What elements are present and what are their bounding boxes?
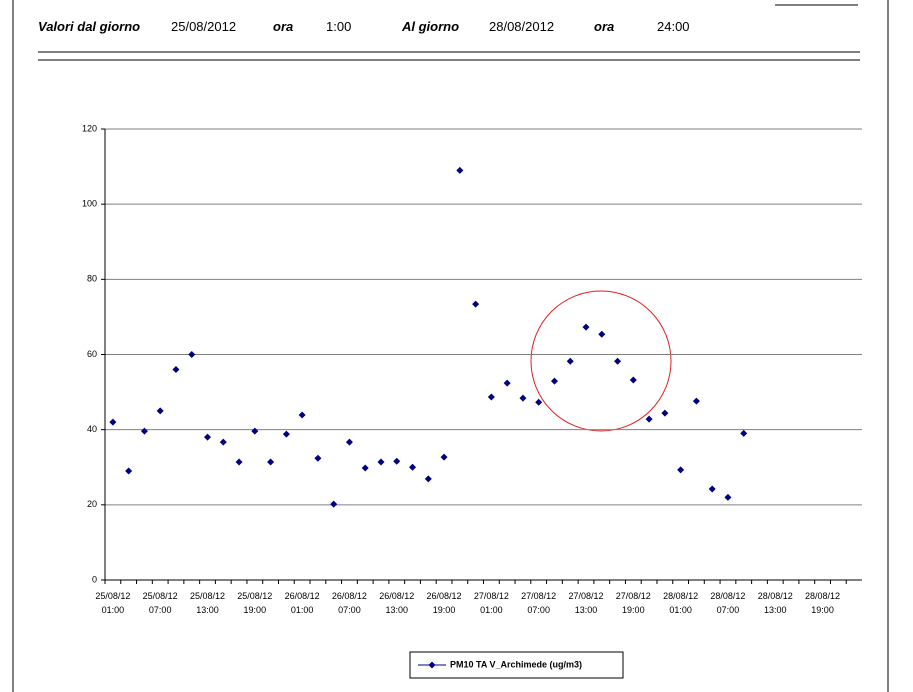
data-point (677, 466, 685, 474)
x-tick-label: 27/08/12 01:00 (473, 591, 509, 615)
data-point (566, 357, 574, 365)
x-tick-label: 25/08/12 19:00 (237, 591, 273, 615)
header-value: 24:00 (657, 19, 690, 34)
data-point (393, 457, 401, 465)
data-point (235, 458, 243, 466)
data-point (267, 458, 275, 466)
header-label: ora (273, 19, 294, 34)
data-point (314, 454, 322, 462)
data-point (440, 453, 448, 461)
data-point (156, 407, 164, 415)
data-point (219, 438, 227, 446)
data-point (424, 475, 432, 483)
y-tick-label: 60 (87, 349, 97, 359)
highlight-circle (530, 290, 672, 432)
legend-label: PM10 TA V_Archimede (ug/m3) (450, 659, 582, 669)
data-point (708, 485, 716, 493)
x-tick-label: 26/08/12 13:00 (379, 591, 415, 615)
data-point (550, 377, 558, 385)
data-point (298, 411, 306, 419)
data-point (692, 397, 700, 405)
legend-marker (428, 661, 436, 669)
x-tick-label: 26/08/12 01:00 (284, 591, 320, 615)
header-label: Valori dal giorno (38, 19, 141, 34)
data-point (645, 415, 653, 423)
y-tick-label: 40 (87, 424, 97, 434)
x-tick-label: 27/08/12 19:00 (615, 591, 651, 615)
data-point (456, 166, 464, 174)
data-point (345, 438, 353, 446)
x-tick-label: 26/08/12 07:00 (331, 591, 367, 615)
data-point (125, 467, 133, 475)
x-tick-label: 28/08/12 01:00 (663, 591, 699, 615)
x-tick-label: 27/08/12 07:00 (521, 591, 557, 615)
x-tick-label: 27/08/12 13:00 (568, 591, 604, 615)
data-point (629, 376, 637, 384)
data-point (409, 463, 417, 471)
data-point (661, 409, 669, 417)
x-tick-label: 26/08/12 19:00 (426, 591, 462, 615)
y-tick-label: 120 (82, 123, 97, 133)
data-point (109, 418, 117, 426)
y-tick-label: 20 (87, 499, 97, 509)
data-point (724, 493, 732, 501)
y-tick-label: 100 (82, 199, 97, 209)
header-label: ora (594, 19, 615, 34)
x-tick-label: 25/08/12 13:00 (189, 591, 226, 615)
data-point (598, 330, 606, 338)
data-point (188, 351, 196, 358)
data-point (487, 393, 495, 401)
header-value: 1:00 (326, 19, 352, 34)
data-point (377, 458, 385, 466)
data-point (740, 429, 748, 437)
x-tick-label: 25/08/12 01:00 (95, 591, 131, 615)
data-point (472, 300, 480, 308)
data-point (204, 433, 212, 441)
header-value: 28/08/2012 (489, 19, 555, 34)
y-tick-label: 0 (92, 574, 97, 584)
data-point (519, 394, 527, 402)
data-point (361, 464, 369, 472)
data-point (251, 427, 259, 435)
header-label: Al giorno (402, 19, 460, 34)
x-tick-label: 28/08/12 07:00 (710, 591, 746, 615)
data-point (535, 398, 543, 406)
data-point (140, 427, 148, 435)
x-tick-label: 28/08/12 13:00 (757, 591, 793, 615)
data-point (582, 323, 590, 331)
data-point (614, 357, 622, 365)
data-point (503, 379, 511, 387)
x-tick-label: 28/08/12 19:00 (805, 591, 841, 615)
data-point (330, 500, 338, 508)
x-tick-label: 25/08/12 07:00 (142, 591, 178, 615)
data-point (172, 366, 180, 374)
y-tick-label: 80 (87, 274, 97, 284)
data-point (282, 430, 290, 438)
header-value: 25/08/2012 (171, 19, 237, 34)
